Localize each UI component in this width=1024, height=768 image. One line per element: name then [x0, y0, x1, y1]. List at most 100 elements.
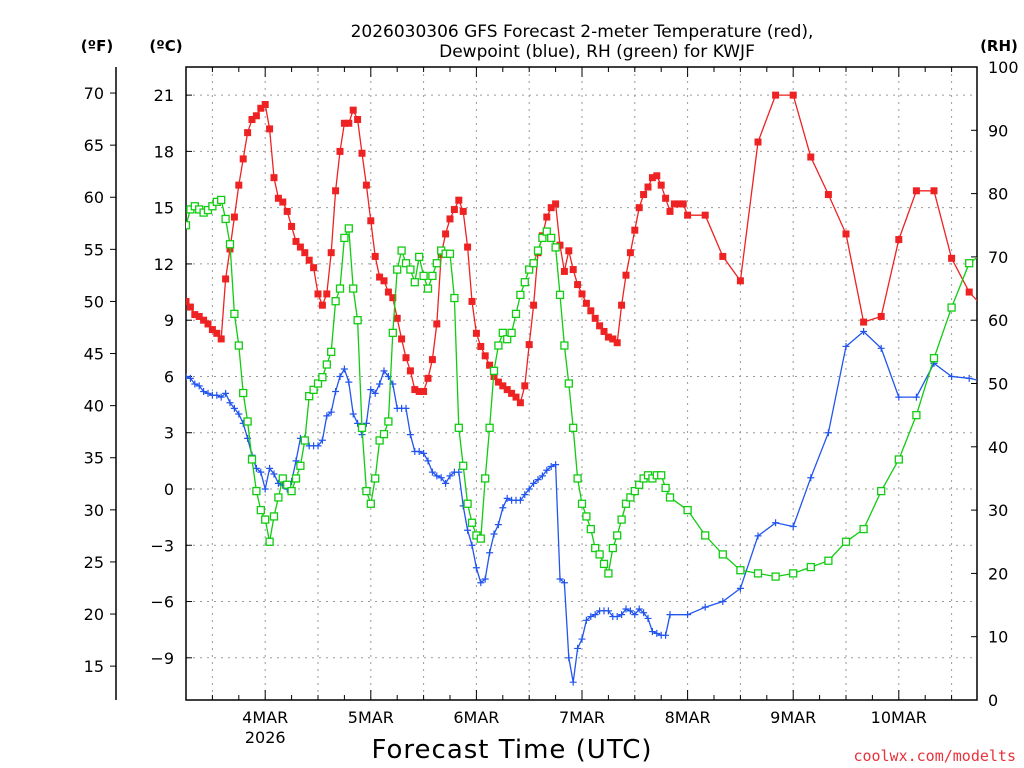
- temperature-point: [512, 393, 520, 401]
- temperature-point: [371, 252, 379, 260]
- dewpoint-point: [895, 393, 903, 401]
- dewpoint-point: [754, 532, 762, 540]
- rh-tick-label: 10: [988, 628, 1008, 647]
- dewpoint-point: [402, 404, 410, 412]
- dewpoint-point: [521, 491, 529, 499]
- temperature-point: [477, 342, 485, 350]
- dewpoint-point: [464, 526, 472, 534]
- dewpoint-point: [569, 678, 577, 686]
- temperature-point: [824, 191, 832, 199]
- temperature-point: [200, 316, 208, 324]
- rh-point: [467, 518, 477, 527]
- temperature-point: [609, 335, 617, 343]
- temperature-point: [296, 243, 304, 251]
- rh-point: [230, 309, 239, 319]
- rh-point: [318, 373, 327, 382]
- dewpoint-point: [415, 447, 423, 455]
- temperature-point: [640, 191, 648, 199]
- temperature-point: [560, 267, 568, 275]
- temperature-point: [354, 116, 362, 124]
- temperature-point: [789, 91, 797, 99]
- dewpoint-point: [376, 380, 384, 388]
- temperature-point: [270, 174, 278, 182]
- rh-point: [283, 480, 292, 489]
- dewpoint-point: [556, 575, 564, 583]
- rh-point: [894, 455, 903, 464]
- fahrenheit-tick-label: 55: [84, 240, 104, 259]
- dewpoint-point: [266, 464, 274, 472]
- rh-point: [208, 202, 217, 211]
- temperature-point: [433, 320, 441, 328]
- temperature-point: [543, 213, 551, 221]
- x-tick-label: 4MAR: [242, 708, 288, 727]
- rh-point: [428, 271, 437, 281]
- rh-point: [362, 486, 371, 496]
- dewpoint-point: [591, 611, 599, 619]
- rh-point: [340, 233, 349, 243]
- temperature-point: [719, 252, 727, 260]
- rh-point: [520, 278, 529, 287]
- rh-point: [626, 493, 635, 502]
- rh-point: [278, 474, 287, 483]
- temperature-point: [657, 181, 665, 189]
- temperature-point: [310, 264, 318, 272]
- celsius-tick-label: 12: [154, 255, 174, 274]
- dewpoint-point: [701, 603, 709, 611]
- temperature-point: [411, 386, 419, 394]
- fahrenheit-tick-label: 60: [84, 188, 104, 207]
- dewpoint-point: [653, 629, 661, 637]
- temperature-point: [552, 200, 560, 208]
- dewpoint-point: [486, 549, 494, 557]
- temperature-point: [318, 301, 326, 309]
- dewpoint-point: [468, 541, 476, 549]
- rh-tick-label: 70: [988, 248, 1008, 267]
- rh-point: [217, 195, 226, 205]
- rh-point: [265, 537, 274, 546]
- rh-point: [393, 265, 402, 274]
- rh-point: [547, 233, 556, 243]
- rh-point: [542, 227, 551, 236]
- dewpoint-point: [481, 575, 489, 583]
- dewpoint-point: [332, 387, 340, 395]
- temperature-point: [666, 207, 674, 215]
- x-tick-label: 5MAR: [348, 708, 394, 727]
- temperature-point: [376, 273, 384, 281]
- dewpoint-point: [618, 611, 626, 619]
- dewpoint-point: [217, 393, 225, 401]
- temperature-point: [244, 129, 252, 137]
- credit-link[interactable]: coolwx.com/modelts: [853, 747, 1016, 765]
- temperature-point: [587, 307, 595, 315]
- temperature-point: [428, 356, 436, 364]
- temperature-point: [494, 378, 502, 386]
- rh-point: [753, 569, 763, 578]
- rh-point: [621, 499, 631, 508]
- rh-point: [296, 461, 305, 470]
- rh-point: [525, 265, 534, 274]
- dewpoint-point: [428, 468, 436, 476]
- temperature-point: [486, 361, 494, 369]
- dewpoint-point: [912, 393, 920, 401]
- dewpoint-point: [494, 521, 502, 529]
- temperature-point: [547, 204, 555, 212]
- temperature-point: [186, 297, 190, 305]
- temperature-point: [565, 247, 573, 255]
- dewpoint-point: [525, 485, 533, 493]
- temperature-point: [424, 374, 432, 382]
- temperature-point: [332, 187, 340, 195]
- temperature-point: [604, 333, 612, 341]
- temperature-point: [420, 387, 428, 395]
- temperature-point: [635, 204, 643, 212]
- dewpoint-point: [736, 584, 744, 592]
- dewpoint-point: [547, 462, 555, 470]
- rh-point: [410, 278, 419, 287]
- temperature-point: [248, 116, 256, 124]
- temperature-point: [279, 198, 287, 206]
- dewpoint-point: [213, 391, 221, 399]
- rh-point: [349, 284, 358, 293]
- temperature-point: [252, 112, 260, 120]
- temperature-point: [670, 200, 678, 208]
- dewpoint-point: [965, 374, 973, 382]
- rh-point: [331, 297, 340, 306]
